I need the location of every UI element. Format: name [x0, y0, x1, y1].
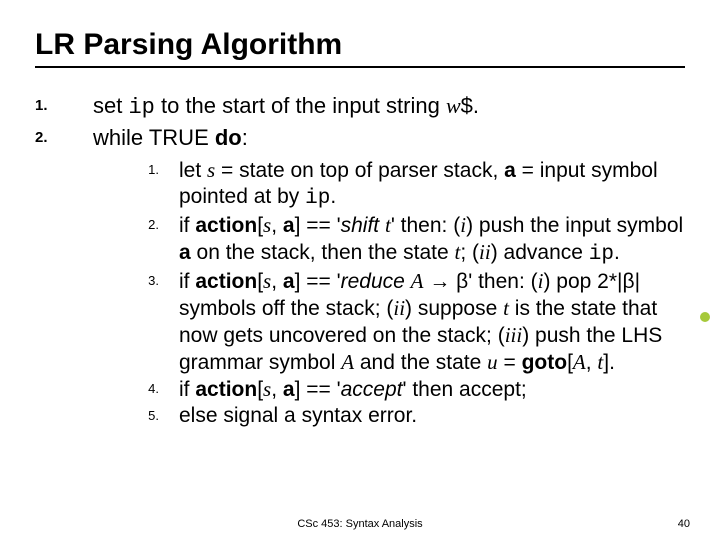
outer-item-text: while TRUE do: — [93, 124, 685, 152]
inner-item-number: 5. — [125, 403, 179, 429]
text-segment: accept — [341, 378, 403, 401]
text-segment: shift — [341, 214, 385, 237]
text-segment: u — [487, 350, 498, 374]
text-segment: ii — [479, 240, 491, 264]
text-segment: = state on top of parser stack, — [215, 159, 504, 182]
outer-list-item: 2.while TRUE do: — [35, 124, 685, 152]
text-segment: s — [263, 377, 271, 401]
text-segment: ' then accept; — [403, 378, 527, 401]
inner-item-text: let s = state on top of parser stack, a … — [179, 157, 685, 212]
text-segment: a — [283, 378, 295, 401]
text-segment: : — [242, 125, 248, 150]
text-segment: else signal a syntax error. — [179, 404, 417, 427]
text-segment: , — [586, 351, 598, 374]
text-segment: if — [179, 214, 195, 237]
text-segment: action — [195, 378, 257, 401]
text-segment: set — [93, 93, 128, 118]
text-segment: while TRUE — [93, 125, 215, 150]
text-segment: a — [504, 159, 516, 182]
text-segment: . — [330, 185, 336, 208]
text-segment: reduce — [341, 270, 411, 293]
text-segment: ]. — [603, 351, 615, 374]
text-segment: action — [195, 270, 257, 293]
inner-item-number: 2. — [125, 212, 179, 268]
text-segment: and the state — [354, 351, 487, 374]
inner-item-number: 4. — [125, 376, 179, 403]
text-segment: ip — [589, 243, 614, 266]
text-segment: goto — [522, 351, 567, 374]
text-segment: s — [263, 213, 271, 237]
outer-item-text: set ip to the start of the input string … — [93, 92, 685, 122]
text-segment: A — [573, 350, 586, 374]
text-segment: . — [614, 241, 620, 264]
text-segment: ; ( — [460, 241, 479, 264]
text-segment: to the start of the input string — [155, 93, 446, 118]
text-segment: , — [271, 270, 283, 293]
title-rule — [35, 66, 685, 68]
accent-dot-icon — [700, 312, 710, 322]
text-segment: action — [195, 214, 257, 237]
text-segment: do — [215, 125, 242, 150]
text-segment: ' then: ( — [391, 214, 460, 237]
text-segment: ) suppose — [405, 297, 503, 320]
text-segment: A — [411, 269, 424, 293]
outer-item-number: 1. — [35, 92, 93, 122]
text-segment: ] == ' — [295, 270, 341, 293]
text-segment: ii — [393, 296, 405, 320]
text-segment: w — [446, 93, 461, 118]
text-segment: a — [179, 241, 191, 264]
text-segment: $. — [461, 93, 479, 118]
text-segment: = — [498, 351, 522, 374]
text-segment: s — [207, 158, 215, 182]
footer-center: CSc 453: Syntax Analysis — [0, 518, 720, 530]
text-segment: A — [341, 350, 354, 374]
inner-item-number: 1. — [125, 157, 179, 212]
text-segment: iii — [505, 323, 523, 347]
text-segment: if — [179, 378, 195, 401]
outer-list-item: 1.set ip to the start of the input strin… — [35, 92, 685, 122]
inner-list-item: 2.if action[s, a] == 'shift t' then: (i)… — [125, 212, 685, 268]
text-segment: ] == ' — [295, 214, 341, 237]
text-segment: let — [179, 159, 207, 182]
footer-page-number: 40 — [678, 518, 690, 530]
text-segment: ) advance — [491, 241, 589, 264]
text-segment: , — [271, 378, 283, 401]
inner-item-text: if action[s, a] == 'reduce A → β' then: … — [179, 268, 685, 376]
text-segment: , — [271, 214, 283, 237]
inner-item-text: if action[s, a] == 'accept' then accept; — [179, 376, 685, 403]
inner-item-text: if action[s, a] == 'shift t' then: (i) p… — [179, 212, 685, 268]
outer-list: 1.set ip to the start of the input strin… — [35, 92, 685, 151]
outer-item-number: 2. — [35, 124, 93, 152]
text-segment: a — [283, 214, 295, 237]
text-segment: ] == ' — [295, 378, 341, 401]
text-segment: ip — [128, 95, 154, 120]
text-segment: s — [263, 269, 271, 293]
inner-item-number: 3. — [125, 268, 179, 376]
text-segment: ip — [305, 187, 330, 210]
slide-title: LR Parsing Algorithm — [35, 28, 685, 62]
text-segment: ) push the input symbol — [466, 214, 683, 237]
inner-list-item: 3.if action[s, a] == 'reduce A → β' then… — [125, 268, 685, 376]
text-segment: → β' then: ( — [424, 270, 538, 293]
inner-list-item: 5.else signal a syntax error. — [125, 403, 685, 429]
inner-list-item: 1.let s = state on top of parser stack, … — [125, 157, 685, 212]
text-segment: a — [283, 270, 295, 293]
inner-list: 1.let s = state on top of parser stack, … — [35, 157, 685, 429]
inner-item-text: else signal a syntax error. — [179, 403, 685, 429]
text-segment: if — [179, 270, 195, 293]
inner-list-item: 4.if action[s, a] == 'accept' then accep… — [125, 376, 685, 403]
text-segment: on the stack, then the state — [191, 241, 455, 264]
